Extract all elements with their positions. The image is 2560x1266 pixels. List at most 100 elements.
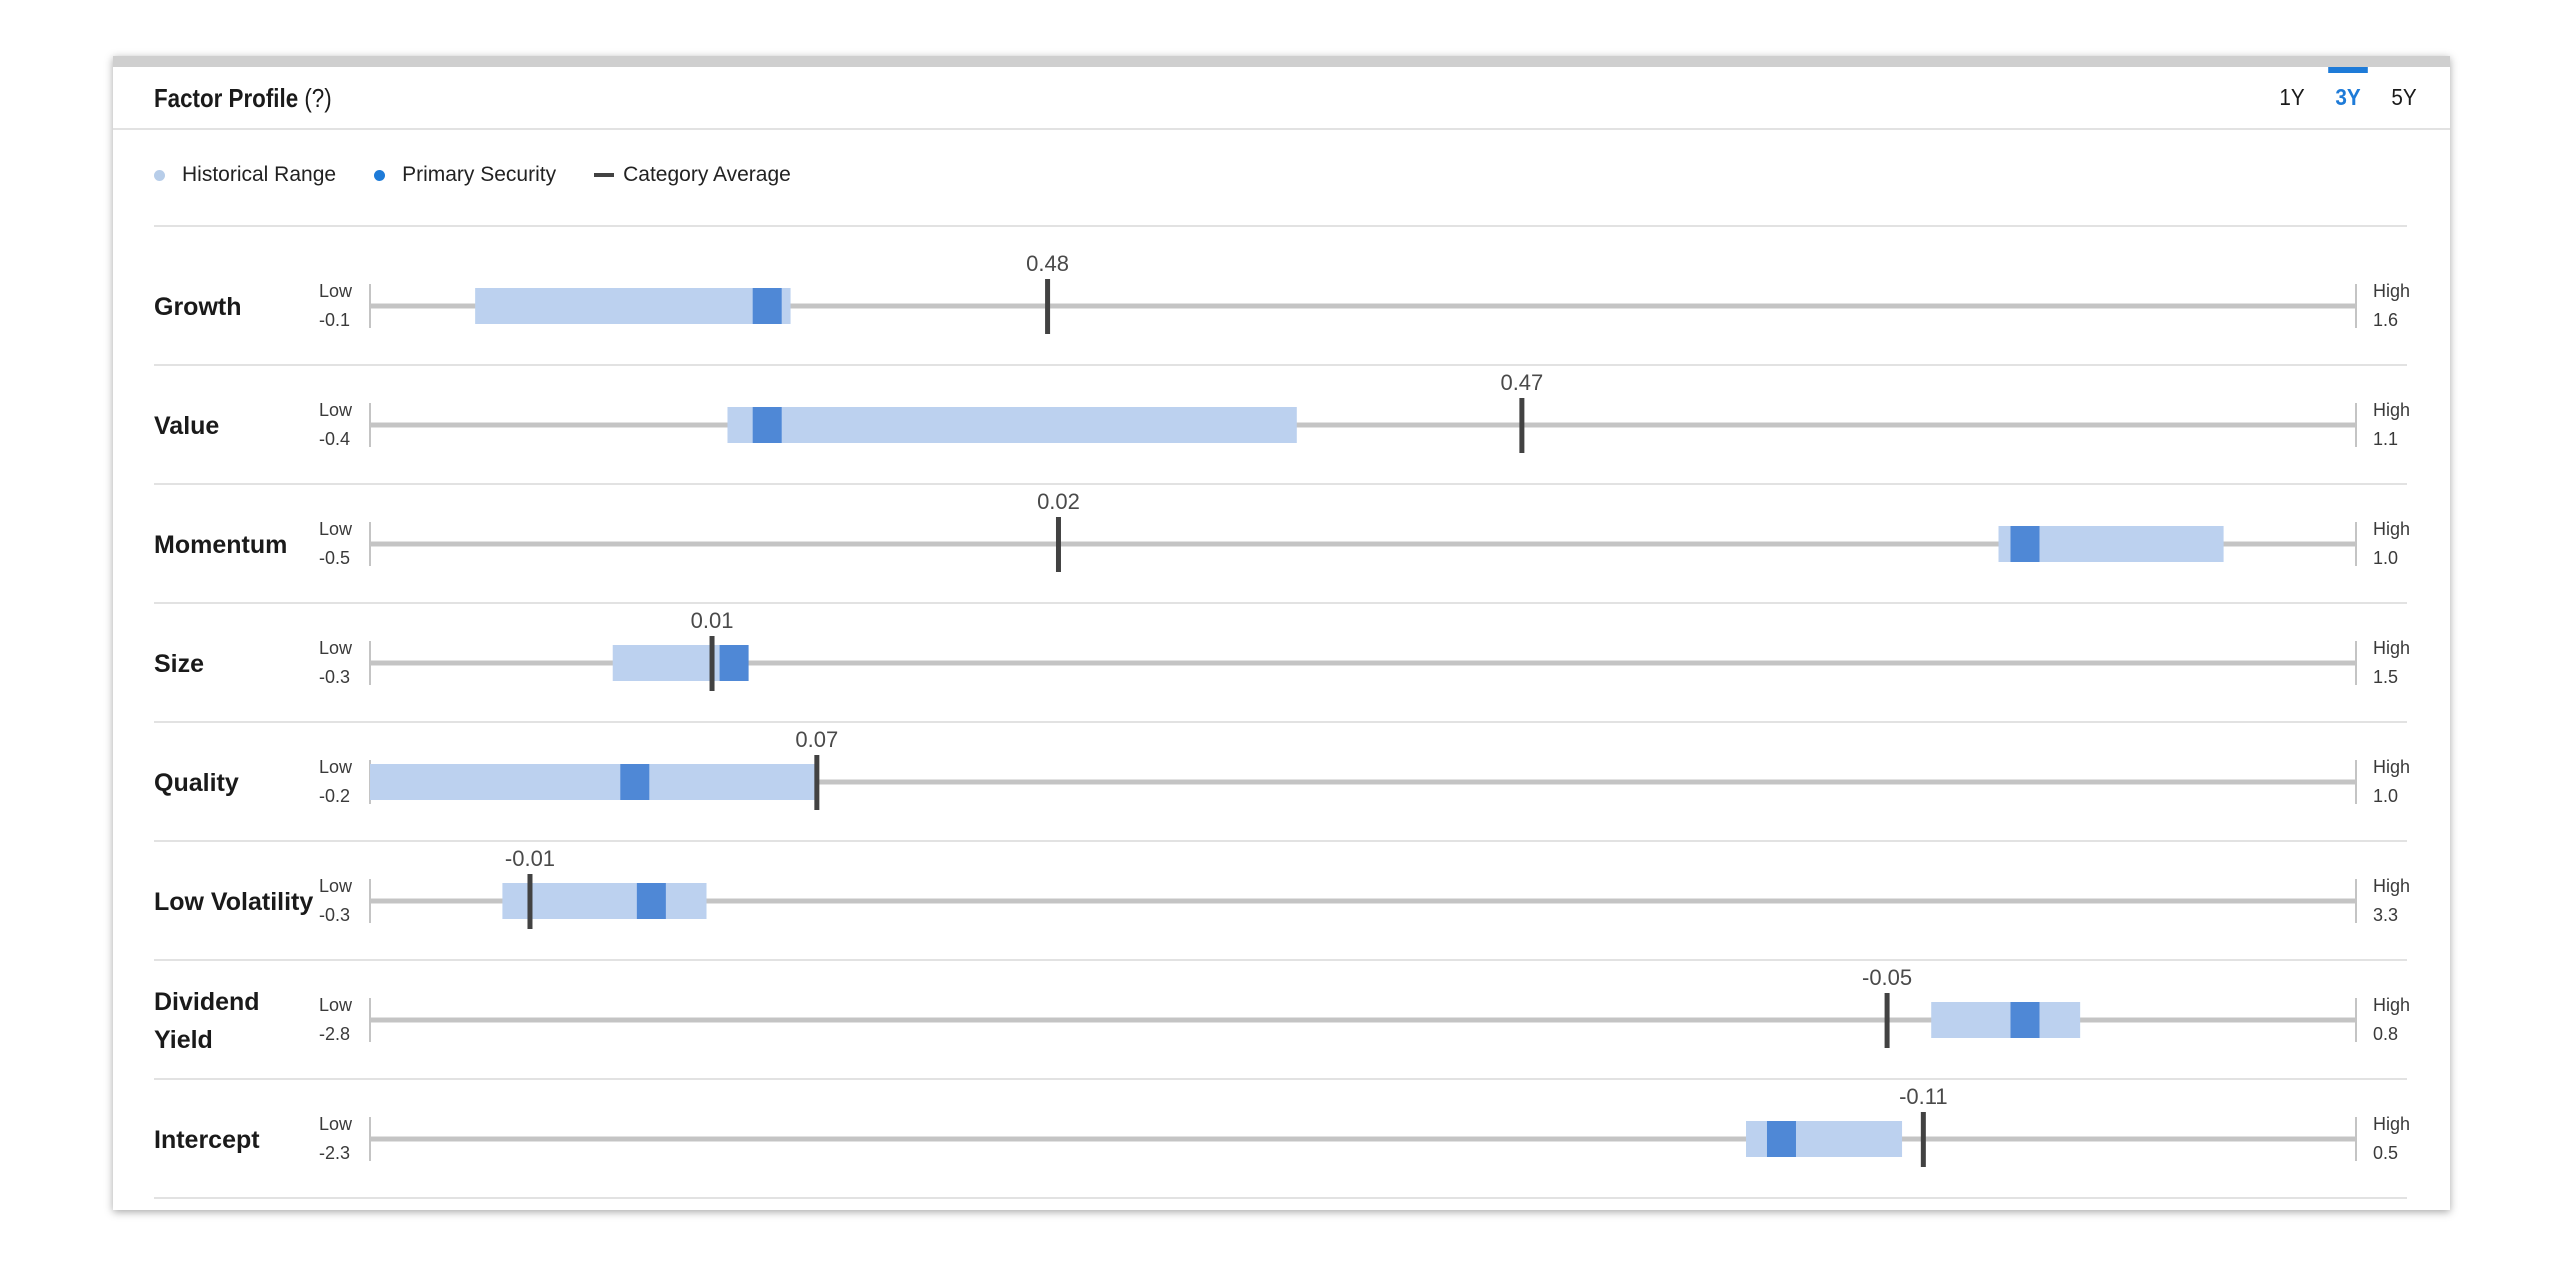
primary-security-marker-dividend-yield [2010, 1002, 2040, 1038]
low-text-low-volatility: Low [319, 876, 353, 896]
category-average-value-growth: 0.48 [1026, 251, 1069, 276]
primary-security-marker-value [752, 407, 782, 443]
track-start-tick-momentum [369, 522, 371, 566]
primary-security-marker-growth [752, 288, 782, 324]
high-text-momentum: High [2373, 519, 2410, 539]
track-start-tick-dividend-yield [369, 998, 371, 1042]
category-average-value-dividend-yield: -0.05 [1862, 965, 1912, 990]
high-text-quality: High [2373, 757, 2410, 777]
high-text-size: High [2373, 638, 2410, 658]
track-start-tick-value [369, 403, 371, 447]
category-average-value-quality: 0.07 [795, 727, 838, 752]
category-average-tick-intercept [1920, 1112, 1926, 1167]
high-value-intercept: 0.5 [2373, 1143, 2398, 1163]
row-divider-low-volatility [154, 959, 2407, 961]
tab-5y[interactable]: 5Y [2391, 84, 2417, 110]
factor-label-growth: Growth [154, 293, 242, 321]
track-quality [370, 779, 2356, 785]
chart-legend: Historical Range Primary Security Catego… [154, 155, 829, 195]
historical-range-bar-low-volatility [502, 883, 707, 919]
track-growth [370, 303, 2356, 309]
factor-label-low-volatility: Low Volatility [154, 888, 313, 916]
track-size [370, 660, 2356, 666]
track-start-tick-size [369, 641, 371, 685]
historical-range-bar-quality [370, 764, 817, 800]
primary-security-marker-momentum [2010, 526, 2040, 562]
legend-divider [154, 225, 2407, 227]
category-average-tick-quality [814, 755, 820, 810]
historical-range-bar-value [727, 407, 1297, 443]
track-end-tick-size [2355, 641, 2357, 685]
low-text-intercept: Low [319, 1114, 353, 1134]
high-text-dividend-yield: High [2373, 995, 2410, 1015]
legend-historical-range: Historical Range [154, 163, 336, 187]
category-average-dash-icon [594, 173, 615, 177]
track-end-tick-growth [2355, 284, 2357, 328]
track-end-tick-dividend-yield [2355, 998, 2357, 1042]
tab-1y[interactable]: 1Y [2278, 84, 2305, 110]
category-average-tick-size [709, 636, 715, 691]
high-value-low-volatility: 3.3 [2373, 905, 2398, 925]
category-average-tick-momentum [1055, 517, 1061, 572]
low-value-quality: -0.2 [319, 786, 350, 806]
track-value [370, 422, 2356, 428]
low-value-intercept: -2.3 [319, 1143, 350, 1163]
factor-label-size: Size [154, 650, 204, 678]
card-title: Factor Profile (?) [154, 83, 332, 114]
legend-primary-security-label: Primary Security [402, 163, 557, 186]
track-start-tick-low-volatility [369, 879, 371, 923]
row-divider-value [154, 483, 2407, 485]
track-start-tick-growth [369, 284, 371, 328]
factor-label-value: Value [154, 412, 219, 440]
category-average-tick-value [1519, 398, 1525, 453]
factor-label-dividend-yield: Dividend Yield [154, 988, 260, 1054]
low-text-size: Low [319, 638, 353, 658]
track-end-tick-low-volatility [2355, 879, 2357, 923]
low-text-momentum: Low [319, 519, 353, 539]
row-divider-quality [154, 840, 2407, 842]
category-average-value-size: 0.01 [691, 608, 734, 633]
category-average-value-intercept: -0.11 [1899, 1084, 1948, 1109]
historical-range-bar-dividend-yield [1931, 1002, 2081, 1038]
track-start-tick-intercept [369, 1117, 371, 1161]
track-end-tick-quality [2355, 760, 2357, 804]
row-divider-intercept [154, 1197, 2407, 1199]
high-value-momentum: 1.0 [2373, 548, 2398, 568]
track-end-tick-intercept [2355, 1117, 2357, 1161]
high-text-growth: High [2373, 281, 2410, 301]
low-value-growth: -0.1 [319, 310, 350, 330]
low-value-size: -0.3 [319, 667, 350, 687]
track-end-tick-value [2355, 403, 2357, 447]
legend-historical-range-label: Historical Range [182, 163, 337, 186]
primary-security-dot-icon [374, 169, 386, 181]
row-divider-growth [154, 364, 2407, 366]
row-divider-dividend-yield [154, 1078, 2407, 1080]
row-divider-momentum [154, 602, 2407, 604]
tab-3y[interactable]: 3Y [2323, 67, 2374, 128]
factor-profile-card: Factor Profile (?) 1Y 3Y 5Y Historical R… [113, 56, 2450, 1210]
card-header: Factor Profile (?) 1Y 3Y 5Y [113, 67, 2450, 130]
help-icon[interactable]: (?) [304, 83, 332, 113]
low-value-dividend-yield: -2.8 [319, 1024, 350, 1044]
legend-category-average-label: Category Average [623, 163, 791, 186]
category-average-tick-growth [1045, 279, 1051, 334]
track-end-tick-momentum [2355, 522, 2357, 566]
category-average-tick-low-volatility [527, 874, 533, 929]
track-low-volatility [370, 898, 2356, 904]
card-title-text: Factor Profile [154, 83, 299, 113]
historical-range-bar-growth [475, 288, 791, 324]
primary-security-marker-low-volatility [636, 883, 666, 919]
high-value-dividend-yield: 0.8 [2373, 1024, 2398, 1044]
factor-label-intercept: Intercept [154, 1126, 260, 1154]
track-momentum [370, 541, 2356, 547]
period-tabs: 1Y 3Y 5Y [2264, 67, 2432, 128]
high-text-value: High [2373, 400, 2410, 420]
high-value-value: 1.1 [2373, 429, 2398, 449]
factor-label-quality: Quality [154, 769, 239, 797]
high-text-intercept: High [2373, 1114, 2410, 1134]
low-text-quality: Low [319, 757, 353, 777]
category-average-value-low-volatility: -0.01 [505, 846, 555, 871]
low-text-growth: Low [319, 281, 353, 301]
high-value-quality: 1.0 [2373, 786, 2398, 806]
high-value-growth: 1.6 [2373, 310, 2398, 330]
